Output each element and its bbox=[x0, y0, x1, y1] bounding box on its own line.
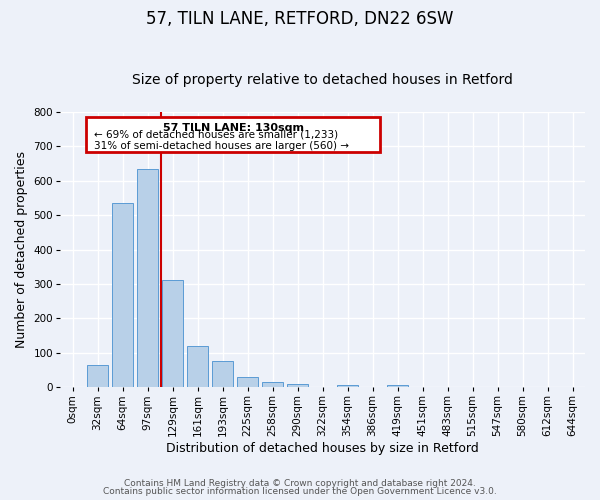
FancyBboxPatch shape bbox=[86, 118, 380, 152]
Bar bbox=[162, 280, 183, 388]
Text: ← 69% of detached houses are smaller (1,233): ← 69% of detached houses are smaller (1,… bbox=[94, 130, 338, 140]
Text: Contains HM Land Registry data © Crown copyright and database right 2024.: Contains HM Land Registry data © Crown c… bbox=[124, 478, 476, 488]
Text: 57, TILN LANE, RETFORD, DN22 6SW: 57, TILN LANE, RETFORD, DN22 6SW bbox=[146, 10, 454, 28]
Y-axis label: Number of detached properties: Number of detached properties bbox=[15, 151, 28, 348]
Bar bbox=[237, 376, 258, 388]
Bar bbox=[287, 384, 308, 388]
X-axis label: Distribution of detached houses by size in Retford: Distribution of detached houses by size … bbox=[166, 442, 479, 455]
Text: Contains public sector information licensed under the Open Government Licence v3: Contains public sector information licen… bbox=[103, 487, 497, 496]
Bar bbox=[87, 365, 108, 388]
Bar bbox=[337, 384, 358, 388]
Bar bbox=[262, 382, 283, 388]
Bar bbox=[212, 361, 233, 388]
Bar bbox=[137, 168, 158, 388]
Bar bbox=[112, 203, 133, 388]
Bar bbox=[187, 346, 208, 388]
Text: 57 TILN LANE: 130sqm: 57 TILN LANE: 130sqm bbox=[163, 124, 304, 134]
Text: 31% of semi-detached houses are larger (560) →: 31% of semi-detached houses are larger (… bbox=[94, 140, 349, 150]
Bar bbox=[387, 384, 408, 388]
Title: Size of property relative to detached houses in Retford: Size of property relative to detached ho… bbox=[132, 73, 513, 87]
